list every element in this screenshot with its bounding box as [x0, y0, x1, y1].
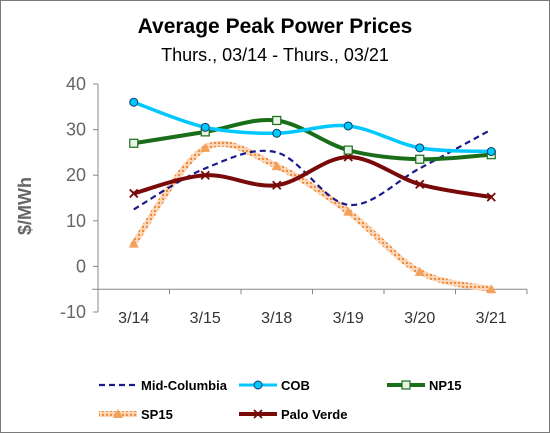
data-point: [486, 192, 496, 202]
data-point: [128, 238, 139, 248]
legend-item-palo-verde: Palo Verde: [239, 407, 347, 422]
data-point: [415, 154, 425, 164]
legend-marker: [113, 409, 123, 418]
y-tick-labels: -10 0 10 20 30 40: [60, 74, 86, 322]
series-palo-verde: [129, 152, 496, 202]
chart-title: Average Peak Power Prices: [138, 15, 413, 38]
series-sp15: [128, 140, 497, 294]
chart-subtitle: Thurs., 03/14 - Thurs., 03/21: [161, 45, 389, 65]
y-tick-label: 30: [66, 120, 86, 140]
x-tick-labels: 3/14 3/15 3/18 3/19 3/20 3/21: [118, 310, 507, 327]
data-point: [486, 284, 497, 294]
legend-item-cob: COB: [239, 378, 310, 393]
legend-marker: [401, 380, 411, 390]
axes: [92, 83, 528, 313]
y-tick-label: 20: [66, 165, 86, 185]
data-point: [129, 97, 139, 107]
legend-marker: [253, 409, 263, 419]
data-point: [200, 142, 211, 152]
data-point: [200, 170, 210, 180]
x-tick-label: 3/14: [118, 310, 149, 327]
series-cob: [129, 97, 496, 156]
legend-label: COB: [281, 378, 310, 393]
data-point: [272, 128, 282, 138]
y-tick-label: 40: [66, 74, 86, 94]
y-tick-label: -10: [60, 302, 86, 322]
series-line: [133, 128, 492, 211]
data-point: [415, 143, 425, 153]
data-point: [414, 266, 425, 276]
legend-item-mid-columbia: Mid-Columbia: [99, 378, 228, 393]
legend-label: Palo Verde: [281, 407, 347, 422]
legend-label: SP15: [141, 407, 173, 422]
series-layer: [128, 97, 497, 294]
data-point: [486, 146, 496, 156]
legend-label: Mid-Columbia: [141, 378, 228, 393]
data-point: [272, 115, 282, 126]
x-tick-label: 3/18: [261, 310, 292, 327]
legend: Mid-Columbia COB NP15 SP15 Palo Verde: [99, 378, 462, 422]
y-axis-label: $/MWh: [15, 177, 35, 235]
x-tick-label: 3/21: [476, 310, 507, 327]
data-point: [343, 145, 353, 155]
y-tick-label: 0: [76, 256, 86, 276]
data-point: [272, 180, 282, 190]
data-point: [200, 122, 210, 132]
legend-marker: [253, 380, 263, 390]
legend-item-sp15: SP15: [99, 407, 173, 422]
data-point: [129, 138, 139, 148]
data-point: [343, 121, 353, 131]
y-tick-label: 10: [66, 211, 86, 231]
x-tick-label: 3/20: [404, 310, 435, 327]
data-point: [271, 161, 282, 171]
data-point: [129, 188, 139, 199]
x-tick-label: 3/19: [333, 310, 364, 327]
series-line: [133, 154, 492, 200]
series-line: [130, 140, 495, 293]
series-line: [133, 100, 492, 154]
series-line: [133, 117, 492, 162]
legend-item-np15: NP15: [387, 378, 462, 393]
data-point: [415, 179, 425, 189]
data-point: [343, 206, 354, 216]
x-tick-label: 3/15: [190, 310, 221, 327]
series-mid-columbia: [133, 128, 492, 211]
legend-label: NP15: [429, 378, 462, 393]
